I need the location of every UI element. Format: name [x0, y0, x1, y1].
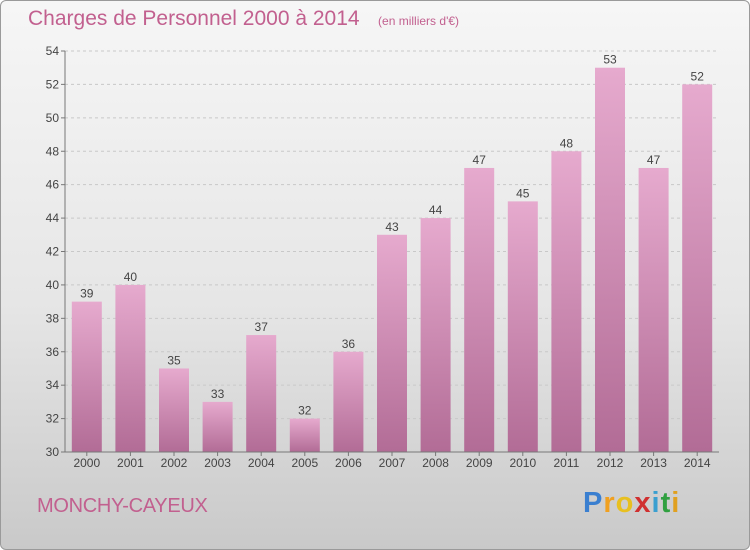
bar-value-label: 45 [516, 186, 530, 200]
bar-value-label: 37 [255, 320, 269, 334]
chart-subtitle: (en milliers d'€) [378, 14, 460, 28]
x-tick-label: 2012 [597, 456, 624, 470]
x-tick-label: 2007 [379, 456, 406, 470]
x-tick-label: 2008 [422, 456, 449, 470]
bar [71, 301, 102, 452]
x-tick-label: 2011 [553, 456, 579, 470]
x-tick-label: 2009 [466, 456, 493, 470]
x-tick-label: 2010 [509, 456, 536, 470]
x-tick-label: 2005 [291, 456, 318, 470]
brand-letter: t [660, 487, 672, 519]
bar [202, 401, 233, 452]
bar-value-label: 52 [691, 69, 705, 83]
brand-letter: o [615, 487, 635, 519]
brand-letter: x [634, 487, 652, 519]
bar [246, 335, 277, 452]
bar-value-label: 47 [647, 153, 661, 167]
bar [420, 218, 451, 452]
title-row: Charges de Personnel 2000 à 2014 (en mil… [28, 7, 459, 31]
x-tick-label: 2001 [117, 456, 144, 470]
bar-value-label: 44 [429, 203, 443, 217]
y-tick-label: 32 [46, 412, 60, 426]
bar [115, 284, 146, 452]
y-tick-label: 46 [46, 178, 60, 192]
y-tick-label: 34 [46, 378, 60, 392]
y-tick-label: 30 [46, 445, 60, 459]
x-tick-label: 2000 [73, 456, 100, 470]
bar [464, 167, 495, 453]
x-tick-label: 2002 [161, 456, 188, 470]
x-tick-label: 2006 [335, 456, 362, 470]
brand-letter: i [651, 487, 661, 519]
y-tick-label: 42 [46, 245, 60, 259]
bar [333, 351, 364, 452]
bar-value-label: 40 [124, 270, 138, 284]
y-tick-label: 36 [46, 345, 60, 359]
bar [159, 368, 189, 452]
x-tick-label: 2013 [640, 456, 667, 470]
x-tick-label: 2014 [684, 456, 711, 470]
brand-logo: Proxiti [583, 487, 680, 520]
bar [551, 151, 582, 452]
bar [377, 234, 407, 452]
bar-value-label: 53 [603, 53, 617, 67]
bar-value-label: 48 [560, 136, 574, 150]
y-tick-label: 52 [46, 77, 60, 91]
bar-value-label: 33 [211, 387, 225, 401]
brand-letter: i [671, 487, 681, 519]
y-tick-label: 50 [46, 111, 60, 125]
bar-value-label: 39 [80, 287, 94, 301]
bar [595, 67, 625, 452]
bar [507, 201, 538, 452]
bar-value-label: 36 [342, 337, 356, 351]
y-tick-label: 44 [46, 211, 60, 225]
place-name: MONCHY-CAYEUX [37, 495, 208, 517]
x-tick-label: 2003 [204, 456, 231, 470]
y-tick-label: 38 [46, 311, 60, 325]
x-tick-label: 2004 [248, 456, 275, 470]
brand-letter: r [603, 487, 616, 519]
bar-value-label: 47 [473, 153, 487, 167]
brand-letter: P [583, 487, 604, 519]
y-tick-label: 48 [46, 144, 60, 158]
chart-title: Charges de Personnel 2000 à 2014 [28, 7, 360, 30]
y-tick-label: 54 [46, 44, 60, 58]
bar-value-label: 32 [298, 404, 312, 418]
y-tick-label: 40 [46, 278, 60, 292]
bar-value-label: 35 [167, 353, 181, 367]
bar [682, 84, 713, 453]
bar-value-label: 43 [385, 220, 399, 234]
bar [289, 418, 320, 452]
bar [638, 167, 669, 453]
